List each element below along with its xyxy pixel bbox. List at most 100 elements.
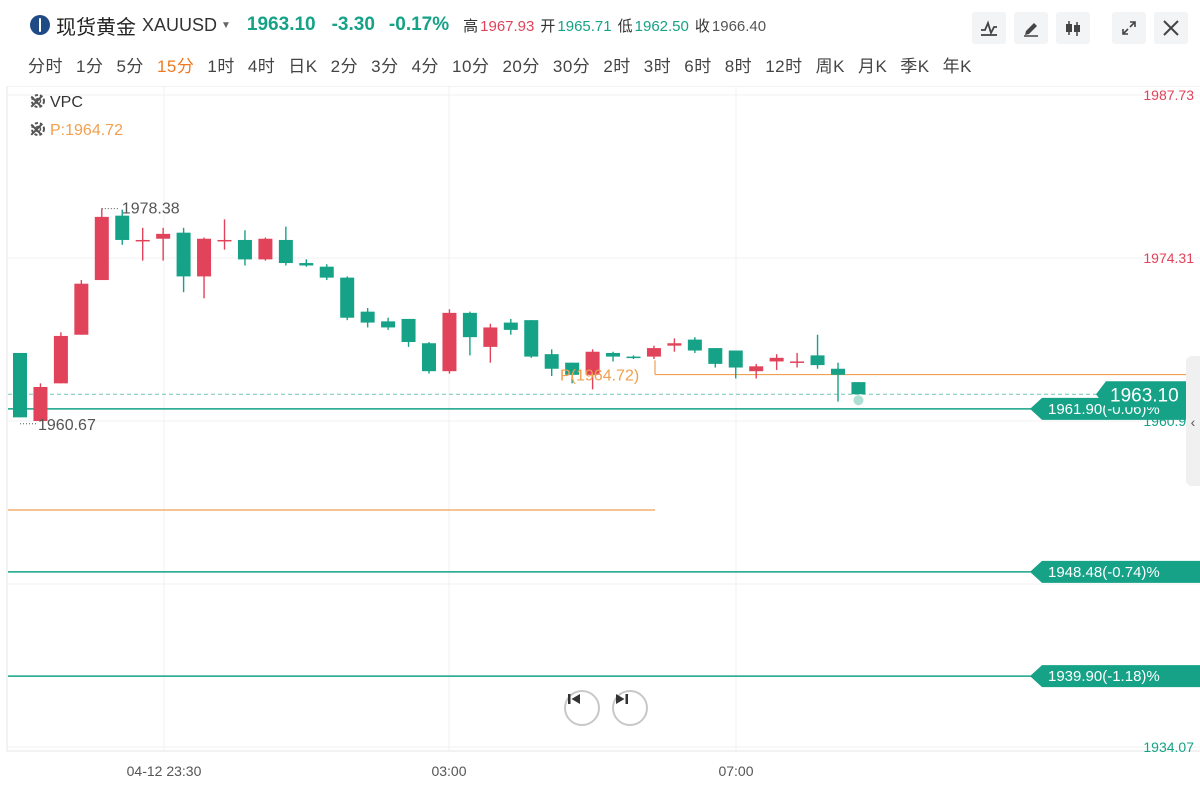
candle-body[interactable] bbox=[176, 232, 191, 277]
candle-body[interactable] bbox=[708, 348, 723, 364]
time-axis-tick: 03:00 bbox=[431, 763, 466, 779]
candle-body[interactable] bbox=[503, 322, 518, 330]
period-tab[interactable]: 6时 bbox=[684, 56, 712, 76]
close-chart-button[interactable] bbox=[1154, 12, 1188, 44]
candle-body[interactable] bbox=[135, 239, 150, 242]
candle-body[interactable] bbox=[462, 312, 477, 338]
candle-body[interactable] bbox=[115, 215, 130, 240]
gear-icon[interactable] bbox=[28, 91, 50, 111]
low-value: 1962.50 bbox=[634, 17, 689, 35]
period-tab[interactable]: 年K bbox=[942, 56, 972, 76]
candle-body[interactable] bbox=[728, 350, 743, 368]
candle-body[interactable] bbox=[544, 354, 559, 369]
symbol-name[interactable]: 现货黄金 bbox=[56, 16, 136, 39]
period-tab[interactable]: 1分 bbox=[76, 56, 104, 76]
candle-body[interactable] bbox=[810, 355, 825, 366]
candle-body[interactable] bbox=[237, 239, 252, 260]
chevron-down-icon[interactable]: ▼ bbox=[221, 19, 231, 31]
candle-body[interactable] bbox=[53, 335, 68, 384]
period-tab[interactable]: 周K bbox=[815, 56, 845, 76]
period-tab[interactable]: 分时 bbox=[28, 56, 63, 76]
candlestick-button[interactable] bbox=[1056, 12, 1090, 44]
price-level-label: 1939.90(-1.18)% bbox=[1048, 668, 1160, 685]
close-value: 1966.40 bbox=[711, 17, 767, 35]
candle-body[interactable] bbox=[360, 311, 375, 323]
close-stat: 收 1966.40 bbox=[695, 15, 766, 36]
period-tab[interactable]: 15分 bbox=[156, 56, 195, 76]
period-tab[interactable]: 5分 bbox=[116, 56, 144, 76]
candle-body[interactable] bbox=[299, 263, 314, 266]
chart-area[interactable]: 1987.73 1974.31 1960.90 1934.07 04-12 23:30 0… bbox=[0, 86, 1200, 788]
gear-icon[interactable] bbox=[28, 119, 50, 139]
scroll-forward-button[interactable] bbox=[612, 690, 648, 726]
period-tab[interactable]: 2时 bbox=[603, 56, 631, 76]
candle-body[interactable] bbox=[851, 382, 866, 395]
skip-back-icon bbox=[568, 694, 580, 704]
candle-body[interactable] bbox=[565, 362, 580, 375]
candle-body[interactable] bbox=[831, 368, 845, 375]
candle-body[interactable] bbox=[483, 327, 498, 347]
line-chart-button[interactable] bbox=[972, 12, 1006, 44]
candle-body[interactable] bbox=[687, 339, 702, 351]
low-label: 低 bbox=[617, 17, 633, 35]
open-stat: 开 1965.71 bbox=[540, 15, 611, 36]
candle-body[interactable] bbox=[422, 343, 436, 372]
candle-body[interactable] bbox=[340, 277, 355, 318]
period-tab[interactable]: 2分 bbox=[330, 56, 359, 76]
price-panel-handle[interactable] bbox=[1186, 356, 1200, 486]
candle-body[interactable] bbox=[442, 312, 457, 372]
draw-tool-button[interactable] bbox=[1014, 12, 1048, 44]
indicator-prefix: P: bbox=[50, 122, 66, 139]
candle-body[interactable] bbox=[94, 216, 109, 281]
price-level-tag[interactable] bbox=[1030, 560, 1200, 583]
candle-body[interactable] bbox=[585, 351, 600, 375]
gold-logo-icon bbox=[30, 15, 50, 35]
candle-body[interactable] bbox=[790, 361, 805, 363]
close-icon bbox=[1163, 20, 1179, 36]
period-tab[interactable]: 30分 bbox=[552, 56, 591, 76]
period-tab[interactable]: 3时 bbox=[643, 56, 672, 76]
period-tab[interactable]: 1时 bbox=[207, 56, 235, 76]
current-price-tag[interactable] bbox=[1096, 381, 1200, 408]
period-tab[interactable]: 4分 bbox=[411, 56, 440, 76]
period-tab[interactable]: 月K bbox=[857, 56, 888, 76]
candle-body[interactable] bbox=[258, 238, 273, 260]
fullscreen-button[interactable] bbox=[1112, 12, 1146, 44]
skip-forward-icon bbox=[616, 694, 628, 704]
candle-body[interactable] bbox=[13, 352, 27, 418]
period-tab[interactable]: 8时 bbox=[724, 56, 753, 76]
symbol-row: 现货黄金 XAUUSD ▼ 1963.10 -3.30 -0.17% 高 1967… bbox=[30, 12, 772, 39]
candle-body[interactable] bbox=[197, 238, 212, 277]
symbol-code[interactable]: XAUUSD bbox=[142, 14, 218, 35]
open-value: 1965.71 bbox=[557, 17, 612, 35]
candle-body[interactable] bbox=[524, 320, 539, 357]
period-tab[interactable]: 日K bbox=[288, 56, 318, 76]
candle-body[interactable] bbox=[667, 343, 682, 346]
scroll-back-button[interactable] bbox=[564, 690, 600, 726]
candle-body[interactable] bbox=[156, 233, 171, 239]
period-tab[interactable]: 20分 bbox=[502, 56, 540, 76]
candle-body[interactable] bbox=[401, 318, 416, 343]
high-marker-label: 1978.38 bbox=[122, 201, 180, 218]
period-tab[interactable]: 3分 bbox=[371, 56, 399, 76]
candle-body[interactable] bbox=[319, 266, 334, 278]
quote-header: 现货黄金 XAUUSD ▼ 1963.10 -3.30 -0.17% 高 1967… bbox=[0, 0, 1200, 50]
price-level-tag[interactable] bbox=[1030, 665, 1200, 688]
candle-body[interactable] bbox=[381, 321, 396, 328]
candle-body[interactable] bbox=[217, 239, 232, 242]
period-tab[interactable]: 4时 bbox=[247, 56, 276, 76]
candle-body[interactable] bbox=[74, 283, 89, 335]
candle-body[interactable] bbox=[769, 357, 784, 362]
indicator-name: VPC bbox=[50, 94, 83, 111]
chevron-left-icon[interactable]: ‹ bbox=[1190, 414, 1196, 430]
period-tab[interactable]: 10分 bbox=[452, 56, 490, 76]
candle-body[interactable] bbox=[646, 348, 661, 357]
candle-body[interactable] bbox=[606, 352, 621, 357]
candle-body[interactable] bbox=[33, 386, 48, 421]
period-tab[interactable]: 季K bbox=[900, 56, 930, 76]
candle-body[interactable] bbox=[626, 356, 641, 359]
candle-body[interactable] bbox=[749, 366, 764, 372]
candle-body[interactable] bbox=[278, 239, 293, 264]
period-tab[interactable]: 12时 bbox=[765, 56, 803, 76]
